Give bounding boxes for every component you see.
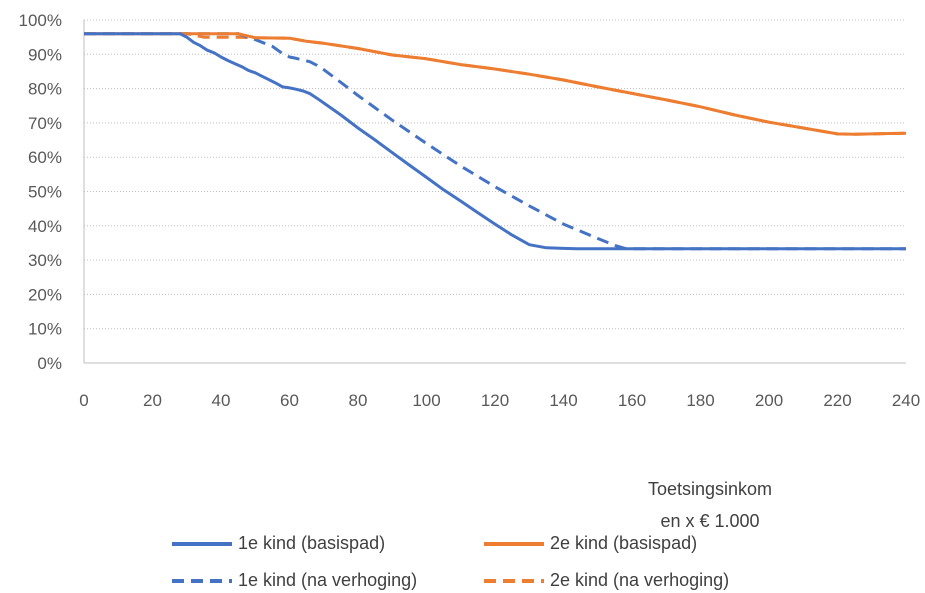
- x-tick-label: 140: [549, 391, 577, 410]
- x-tick-label: 0: [79, 391, 88, 410]
- series-line-3: [84, 32, 906, 251]
- x-axis-label: Toetsingsinkom en x € 1.000: [630, 473, 790, 537]
- y-tick-label: 50%: [28, 183, 62, 202]
- y-tick-label: 70%: [28, 114, 62, 133]
- x-tick-label: 120: [481, 391, 509, 410]
- x-tick-label: 200: [755, 391, 783, 410]
- series-line-1: [84, 32, 906, 251]
- x-tick-label: 220: [823, 391, 851, 410]
- x-tick-label: 180: [686, 391, 714, 410]
- y-axis-tick-labels: 0% 10% 20% 30% 40% 50% 60% 70% 80% 90% 100%: [19, 11, 62, 373]
- x-axis-tick-labels: 0 20 40 60 80 100 120 140 160 180 200 220 240: [79, 391, 920, 410]
- x-tick-label: 60: [280, 391, 299, 410]
- x-tick-label: 40: [212, 391, 231, 410]
- axes: [83, 20, 906, 364]
- y-tick-label: 80%: [28, 80, 62, 99]
- legend-item-1e-kind-basispad: 1e kind (basispad): [172, 533, 385, 554]
- x-tick-label: 80: [349, 391, 368, 410]
- x-tick-label: 100: [412, 391, 440, 410]
- series-lines: [84, 32, 907, 251]
- y-tick-label: 90%: [28, 45, 62, 64]
- x-axis-label-line-1: Toetsingsinkom: [647, 479, 773, 499]
- gridlines: [84, 19, 906, 330]
- legend-swatch-dashed-blue: [172, 578, 232, 583]
- legend-swatch-dashed-orange: [484, 578, 544, 583]
- y-tick-label: 60%: [28, 148, 62, 167]
- y-tick-label: 20%: [28, 285, 62, 304]
- y-tick-label: 100%: [19, 11, 62, 30]
- series-line-2: [84, 32, 907, 136]
- legend-swatch-solid-blue: [172, 541, 232, 546]
- y-tick-label: 0%: [37, 354, 62, 373]
- y-tick-label: 40%: [28, 217, 62, 236]
- x-axis-label-line-2: en x € 1.000: [660, 511, 760, 531]
- legend-swatch-solid-orange: [484, 541, 544, 546]
- legend-label: 1e kind (basispad): [238, 533, 386, 553]
- x-tick-label: 160: [618, 391, 646, 410]
- legend-item-1e-kind-na-verhoging: 1e kind (na verhoging): [172, 570, 417, 591]
- legend-label: 1e kind (na verhoging): [238, 570, 418, 590]
- legend-item-2e-kind-na-verhoging: 2e kind (na verhoging): [484, 570, 729, 591]
- x-tick-label: 240: [892, 391, 920, 410]
- y-tick-label: 30%: [28, 251, 62, 270]
- y-tick-label: 10%: [28, 320, 62, 339]
- legend-item-2e-kind-basispad: 2e kind (basispad): [484, 533, 697, 554]
- x-tick-label: 20: [143, 391, 162, 410]
- legend-label: 2e kind (na verhoging): [550, 570, 730, 590]
- legend-label: 2e kind (basispad): [550, 533, 698, 553]
